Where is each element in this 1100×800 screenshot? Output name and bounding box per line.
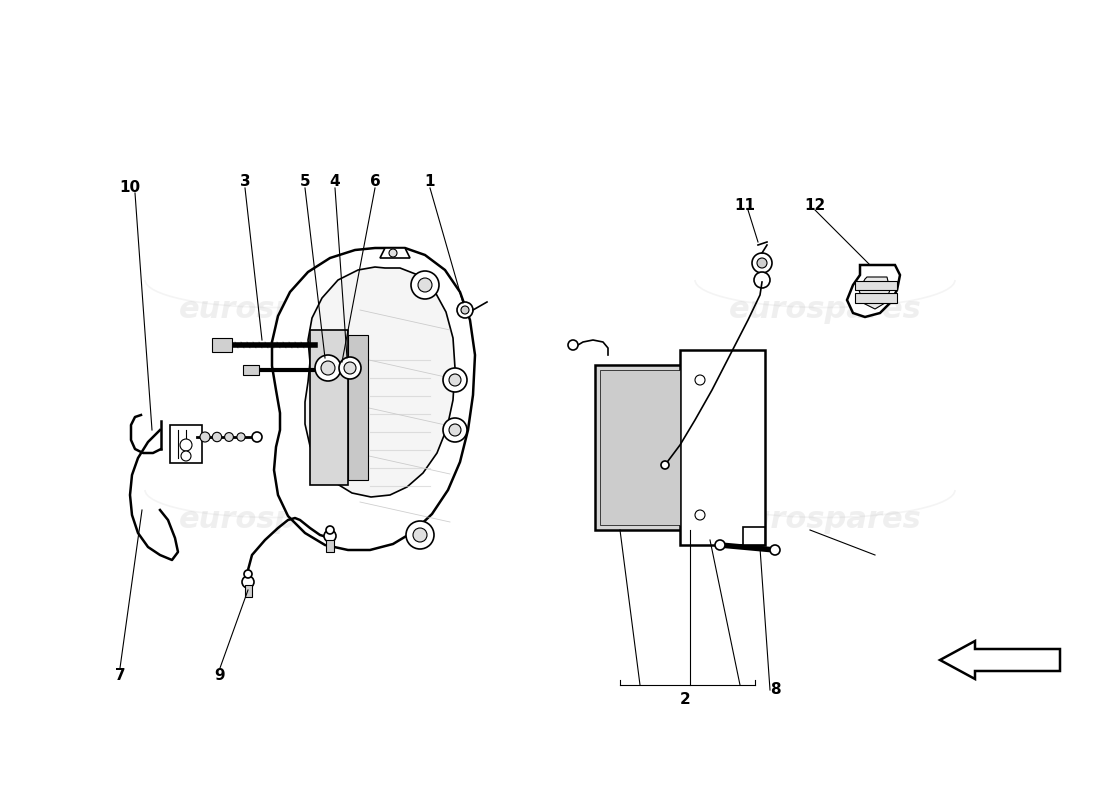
Polygon shape [859,277,890,309]
Text: 5: 5 [299,174,310,190]
Bar [680,350,764,545]
Circle shape [406,521,434,549]
Circle shape [244,570,252,578]
Text: eurospares: eurospares [728,506,922,534]
Circle shape [212,432,222,442]
Text: 4: 4 [330,174,340,190]
Text: 7: 7 [114,667,125,682]
Circle shape [242,576,254,588]
Circle shape [339,357,361,379]
Bar [310,330,348,485]
Circle shape [770,545,780,555]
Circle shape [695,510,705,520]
Text: 12: 12 [804,198,826,213]
Text: 2: 2 [680,693,691,707]
Circle shape [461,306,469,314]
Text: 9: 9 [214,667,225,682]
Bar [243,365,258,375]
Circle shape [695,375,705,385]
Circle shape [568,340,578,350]
Text: eurospares: eurospares [728,295,922,325]
Text: 1: 1 [425,174,436,190]
Circle shape [754,272,770,288]
Circle shape [412,528,427,542]
Circle shape [443,418,468,442]
Circle shape [344,362,356,374]
Circle shape [252,432,262,442]
Circle shape [182,451,191,461]
Circle shape [315,355,341,381]
Circle shape [224,433,233,442]
Text: 10: 10 [120,181,141,195]
Text: 6: 6 [370,174,381,190]
Bar [170,425,202,463]
Circle shape [456,302,473,318]
Bar [245,585,252,597]
Circle shape [752,253,772,273]
Bar [212,338,232,352]
Polygon shape [847,265,900,317]
Circle shape [200,432,210,442]
Circle shape [449,374,461,386]
Polygon shape [940,641,1060,679]
Text: 8: 8 [770,682,781,698]
Polygon shape [379,248,410,258]
Circle shape [715,540,725,550]
Bar [600,370,680,525]
Polygon shape [742,527,764,545]
Circle shape [449,424,461,436]
Polygon shape [305,267,455,497]
Bar [326,540,334,552]
Circle shape [389,249,397,257]
Text: eurospares: eurospares [178,506,372,534]
Bar [348,335,369,480]
Text: eurospares: eurospares [178,295,372,325]
Circle shape [236,433,245,441]
Bar [855,293,896,303]
Text: 11: 11 [735,198,756,213]
Text: 3: 3 [240,174,251,190]
Circle shape [324,530,336,542]
Bar [595,365,685,530]
Bar [855,281,896,290]
Circle shape [443,368,468,392]
Circle shape [321,361,336,375]
Circle shape [180,439,192,451]
Circle shape [326,526,334,534]
Polygon shape [272,248,475,550]
Circle shape [757,258,767,268]
Circle shape [661,461,669,469]
Circle shape [411,271,439,299]
Circle shape [418,278,432,292]
